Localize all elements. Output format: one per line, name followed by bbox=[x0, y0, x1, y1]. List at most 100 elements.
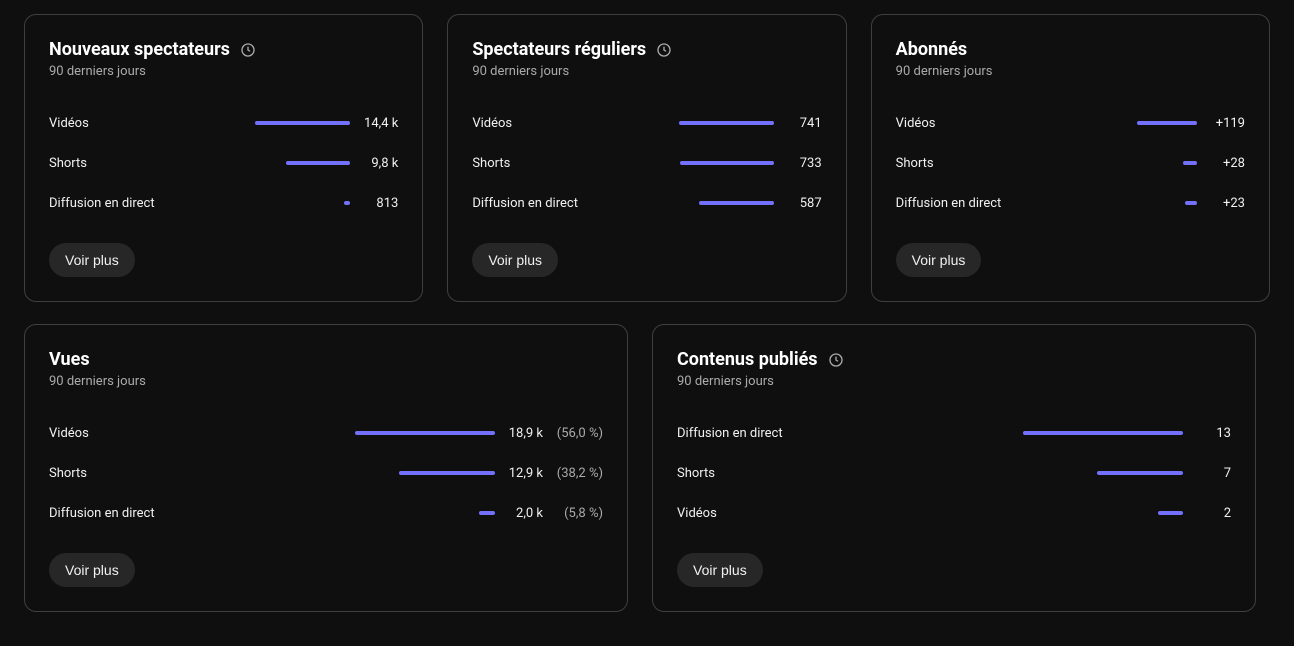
metric-label: Vidéos bbox=[472, 116, 622, 131]
metric-bar bbox=[1183, 161, 1197, 165]
metric-label: Vidéos bbox=[49, 116, 199, 131]
metric-row: Vidéos 741 bbox=[472, 103, 821, 143]
metric-bar-area bbox=[827, 413, 1183, 453]
card-header: Abonnés bbox=[896, 39, 1245, 60]
metric-value: 7 bbox=[1183, 466, 1231, 481]
see-more-button[interactable]: Voir plus bbox=[896, 243, 982, 277]
metric-label: Diffusion en direct bbox=[49, 506, 199, 521]
card-subtitle: 90 derniers jours bbox=[896, 64, 1245, 79]
metric-bar bbox=[355, 431, 495, 435]
clock-icon bbox=[240, 42, 256, 58]
metric-bar-area bbox=[199, 413, 495, 453]
metric-label: Shorts bbox=[49, 156, 199, 171]
metric-bar-area bbox=[1046, 183, 1197, 223]
metric-value: 813 bbox=[350, 196, 398, 211]
card-subtitle: 90 derniers jours bbox=[472, 64, 821, 79]
metric-row: Shorts 9,8 k bbox=[49, 143, 398, 183]
metric-list: Vidéos 741 Shorts 733 Diffusion en direct 587 bbox=[472, 103, 821, 223]
metric-bar bbox=[479, 511, 495, 515]
see-more-button[interactable]: Voir plus bbox=[677, 553, 763, 587]
card-subtitle: 90 derniers jours bbox=[677, 374, 1231, 389]
metric-bar bbox=[679, 121, 774, 125]
metric-bar bbox=[1137, 121, 1197, 125]
metric-row: Shorts +28 bbox=[896, 143, 1245, 183]
clock-icon bbox=[828, 352, 844, 368]
metric-bar-area bbox=[199, 183, 350, 223]
metric-bar-area bbox=[199, 493, 495, 533]
metric-label: Vidéos bbox=[49, 426, 199, 441]
metric-bar-area bbox=[827, 453, 1183, 493]
clock-icon bbox=[656, 42, 672, 58]
metric-row: Diffusion en direct 813 bbox=[49, 183, 398, 223]
metric-bar-area bbox=[1046, 143, 1197, 183]
metric-label: Diffusion en direct bbox=[472, 196, 622, 211]
metric-percent: (56,0 %) bbox=[543, 426, 603, 441]
card-subtitle: 90 derniers jours bbox=[49, 374, 603, 389]
metric-row: Vidéos 14,4 k bbox=[49, 103, 398, 143]
see-more-button[interactable]: Voir plus bbox=[49, 553, 135, 587]
metric-bar-area bbox=[199, 453, 495, 493]
card-subtitle: 90 derniers jours bbox=[49, 64, 398, 79]
metric-row: Shorts 733 bbox=[472, 143, 821, 183]
metric-bar bbox=[1023, 431, 1183, 435]
metric-label: Diffusion en direct bbox=[896, 196, 1046, 211]
metric-bar-area bbox=[622, 143, 773, 183]
metric-value: 12,9 k bbox=[495, 466, 543, 481]
metric-label: Vidéos bbox=[896, 116, 1046, 131]
metric-value: 14,4 k bbox=[350, 116, 398, 131]
metric-value: 587 bbox=[774, 196, 822, 211]
metric-label: Diffusion en direct bbox=[49, 196, 199, 211]
card-title: Vues bbox=[49, 349, 90, 370]
metric-value: 733 bbox=[774, 156, 822, 171]
card-published: Contenus publiés 90 derniers jours Diffu… bbox=[652, 324, 1256, 612]
metric-list: Diffusion en direct13Shorts7Vidéos2 bbox=[677, 413, 1231, 533]
metric-list: Vidéos 18,9 k(56,0 %) Shorts 12,9 k(38,2 %)… bbox=[49, 413, 603, 533]
card-header: Vues bbox=[49, 349, 603, 370]
metric-value: 2 bbox=[1183, 506, 1231, 521]
metric-row: Diffusion en direct2,0 k(5,8 %) bbox=[49, 493, 603, 533]
metric-label: Shorts bbox=[896, 156, 1046, 171]
metric-bar-area bbox=[827, 493, 1183, 533]
metric-bar-area bbox=[622, 183, 773, 223]
metric-bar bbox=[699, 201, 774, 205]
metric-bar bbox=[1185, 201, 1197, 205]
card-header: Nouveaux spectateurs bbox=[49, 39, 398, 60]
card-new-viewers: Nouveaux spectateurs 90 derniers jours V… bbox=[24, 14, 423, 302]
card-title: Contenus publiés bbox=[677, 349, 818, 370]
metric-value: +23 bbox=[1197, 196, 1245, 211]
see-more-button[interactable]: Voir plus bbox=[472, 243, 558, 277]
metric-bar-area bbox=[199, 143, 350, 183]
card-title: Spectateurs réguliers bbox=[472, 39, 646, 60]
metric-label: Shorts bbox=[49, 466, 199, 481]
metric-bar bbox=[286, 161, 350, 165]
metric-value: 18,9 k bbox=[495, 426, 543, 441]
metric-value: +28 bbox=[1197, 156, 1245, 171]
card-header: Contenus publiés bbox=[677, 349, 1231, 370]
metric-bar-area bbox=[199, 103, 350, 143]
card-views: Vues 90 derniers jours Vidéos 18,9 k(56,0… bbox=[24, 324, 628, 612]
metric-bar-area bbox=[622, 103, 773, 143]
metric-value: 741 bbox=[774, 116, 822, 131]
card-returning-viewers: Spectateurs réguliers 90 derniers jours … bbox=[447, 14, 846, 302]
metric-label: Vidéos bbox=[677, 506, 827, 521]
metric-row: Shorts 12,9 k(38,2 %) bbox=[49, 453, 603, 493]
metric-bar-area bbox=[1046, 103, 1197, 143]
metric-bar bbox=[680, 161, 774, 165]
metric-label: Shorts bbox=[472, 156, 622, 171]
card-subscribers: Abonnés 90 derniers jours Vidéos+119Shor… bbox=[871, 14, 1270, 302]
see-more-button[interactable]: Voir plus bbox=[49, 243, 135, 277]
metric-label: Shorts bbox=[677, 466, 827, 481]
metric-bar bbox=[255, 121, 350, 125]
metric-list: Vidéos 14,4 k Shorts 9,8 k Diffusion en dire… bbox=[49, 103, 398, 223]
metric-value: 9,8 k bbox=[350, 156, 398, 171]
card-title: Abonnés bbox=[896, 39, 968, 60]
metric-bar bbox=[1158, 511, 1183, 515]
card-title: Nouveaux spectateurs bbox=[49, 39, 230, 60]
metric-row: Diffusion en direct 587 bbox=[472, 183, 821, 223]
metric-value: 2,0 k bbox=[495, 506, 543, 521]
metric-percent: (38,2 %) bbox=[543, 466, 603, 481]
metric-row: Diffusion en direct +23 bbox=[896, 183, 1245, 223]
metric-value: 13 bbox=[1183, 426, 1231, 441]
card-header: Spectateurs réguliers bbox=[472, 39, 821, 60]
metric-bar bbox=[399, 471, 495, 475]
